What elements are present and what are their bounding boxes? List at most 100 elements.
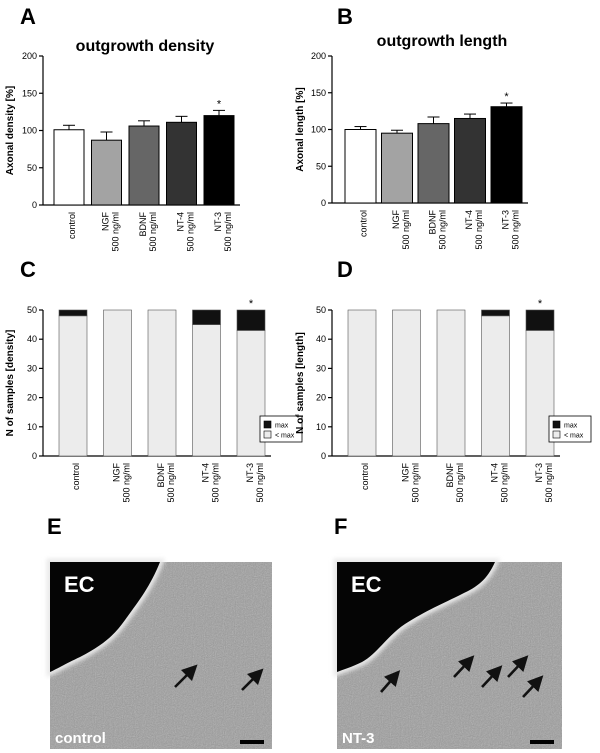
x-category-label: control	[360, 463, 370, 490]
legend-swatch	[263, 420, 272, 429]
bar-nt-4	[454, 117, 486, 204]
y-tick-label: 50	[27, 305, 37, 315]
legend-swatch	[552, 420, 561, 429]
significance-marker: *	[538, 298, 543, 310]
explant-region	[337, 562, 495, 672]
x-category-label: NT-4500 ng/ml	[490, 463, 510, 503]
x-tick-label: control	[359, 210, 369, 237]
stack-segment-max	[192, 309, 221, 325]
stack-segment-max	[58, 309, 88, 317]
y-tick-label: 10	[27, 422, 37, 432]
x-tick-label: NT-4500 ng/ml	[176, 212, 196, 252]
x-tick-label: control	[71, 463, 81, 490]
legend-label: max	[564, 423, 578, 430]
x-category-label: control	[67, 212, 77, 239]
x-category-label: NT-4500 ng/ml	[464, 210, 484, 250]
y-tick-label: 0	[32, 200, 37, 210]
legend-swatch	[263, 430, 272, 439]
y-tick-label: 50	[316, 305, 326, 315]
scale-bar	[530, 740, 554, 744]
bar-ngf	[381, 132, 413, 204]
x-category-label: BDNF500 ng/ml	[445, 462, 465, 502]
bar-control	[53, 129, 85, 206]
bar-nt-4	[166, 121, 197, 206]
panel-letter: B	[337, 4, 353, 29]
panel-letter: E	[47, 514, 62, 539]
panel-d: D N of samples [length] 0 10 20 30 40 50 control…	[295, 257, 592, 503]
significance-marker: *	[249, 298, 254, 310]
y-tick-label: 100	[311, 125, 326, 135]
legend: max < max	[259, 415, 303, 443]
micrographs-layer: E EC control F EC NT-3	[46, 514, 562, 749]
stack-segment-max	[236, 309, 266, 331]
y-tick-label: 200	[311, 51, 326, 61]
legend-label: < max	[275, 433, 295, 440]
x-category-label: NT-3500 ng/ml	[213, 212, 233, 252]
x-tick-label: NT-4500 ng/ml	[464, 210, 484, 250]
x-tick-label: BDNF500 ng/ml	[156, 462, 176, 502]
panel-f-micrograph: F EC NT-3	[333, 514, 562, 749]
y-axis-label: Axonal density [%]	[5, 86, 16, 175]
y-tick-label: 20	[316, 393, 326, 403]
arrow-marker	[522, 675, 544, 698]
x-tick-label: NGF500 ng/ml	[112, 463, 132, 503]
x-tick-label: NT-3500 ng/ml	[245, 463, 265, 503]
bar-bdnf	[417, 123, 450, 204]
stack-segment-lt-max	[436, 309, 466, 457]
y-tick-label: 50	[316, 161, 326, 171]
panel-e-micrograph: E EC control	[46, 514, 272, 749]
bar-nt-3	[203, 115, 235, 206]
arrow-marker	[241, 668, 264, 691]
x-tick-label: NGF500 ng/ml	[101, 212, 121, 252]
bar-ngf	[91, 139, 122, 206]
panel-letter: D	[337, 257, 353, 282]
y-tick-label: 150	[311, 88, 326, 98]
y-axis-label: N of samples [length]	[295, 332, 306, 434]
x-tick-label: NT-3500 ng/ml	[501, 210, 521, 250]
arrow-marker	[174, 664, 198, 688]
condition-label: control	[55, 730, 106, 747]
x-tick-label: NT-4500 ng/ml	[490, 463, 510, 503]
x-tick-label: NGF500 ng/ml	[391, 210, 411, 250]
y-axis-label: N of samples [density]	[5, 330, 16, 437]
y-tick-label: 40	[27, 334, 37, 344]
stack-segment-lt-max	[58, 315, 88, 457]
chart-title: outgrowth length	[377, 33, 508, 50]
x-category-label: NGF500 ng/ml	[112, 463, 132, 503]
x-category-label: BDNF500 ng/ml	[428, 209, 448, 249]
chart-title: outgrowth density	[76, 38, 215, 55]
x-category-label: BDNF500 ng/ml	[138, 211, 158, 251]
micrograph-image: EC NT-3	[333, 558, 562, 749]
stack-segment-max	[481, 309, 510, 317]
legend: max < max	[548, 415, 592, 443]
legend-label: < max	[564, 433, 584, 440]
y-tick-label: 40	[316, 334, 326, 344]
bar-nt-3	[490, 106, 523, 204]
stack-segment-max	[525, 309, 555, 331]
x-tick-label: NT-3500 ng/ml	[213, 212, 233, 252]
y-tick-label: 100	[22, 126, 37, 136]
x-tick-label: BDNF500 ng/ml	[445, 462, 465, 502]
legend-box	[548, 415, 592, 443]
x-tick-label: control	[360, 463, 370, 490]
x-tick-label: NGF500 ng/ml	[401, 463, 421, 503]
arrow-marker	[453, 655, 475, 678]
significance-marker: *	[504, 91, 509, 103]
legend-label: max	[275, 423, 289, 430]
stack-segment-lt-max	[347, 309, 377, 457]
x-category-label: control	[359, 210, 369, 237]
x-category-label: NGF500 ng/ml	[101, 212, 121, 252]
x-tick-label: BDNF500 ng/ml	[138, 211, 158, 251]
x-category-label: NT-3500 ng/ml	[534, 463, 554, 503]
condition-label: NT-3	[342, 730, 375, 747]
x-tick-label: NT-4500 ng/ml	[201, 463, 221, 503]
panel-c: C N of samples [density] 0 10 20 30 40 50 contro…	[5, 257, 303, 503]
y-tick-label: 30	[27, 363, 37, 373]
x-category-label: BDNF500 ng/ml	[156, 462, 176, 502]
x-tick-label: control	[67, 212, 77, 239]
y-tick-label: 0	[321, 198, 326, 208]
